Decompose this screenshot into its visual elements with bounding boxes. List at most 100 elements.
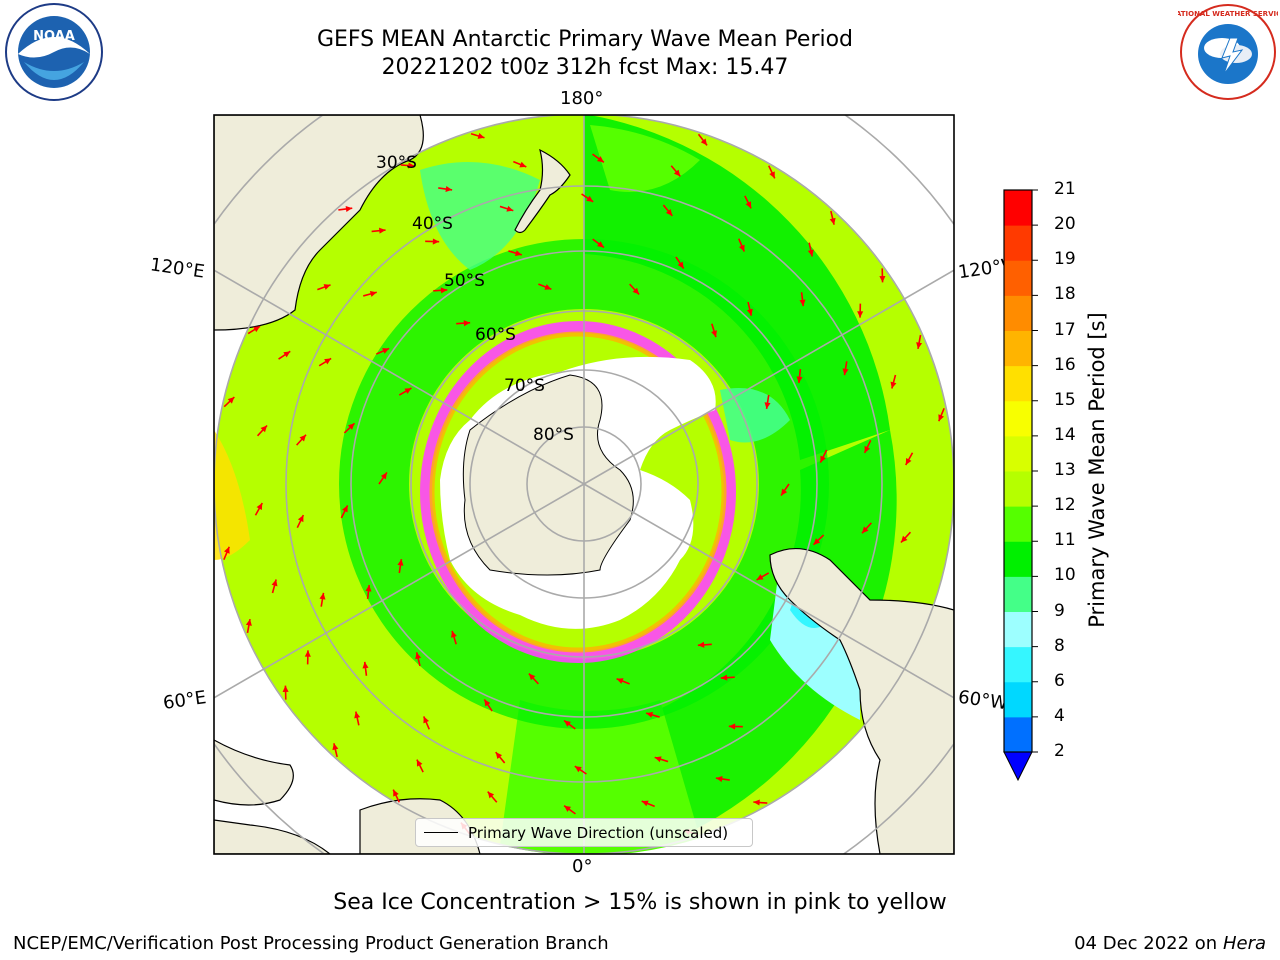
footer-date: 04 Dec 2022 on Hera	[1074, 933, 1266, 954]
meridian-label-0: 0°	[572, 856, 593, 877]
colorbar-segment	[1004, 435, 1032, 472]
colorbar-tick-label: 19	[1054, 249, 1076, 270]
wave-direction-arrowhead	[397, 559, 404, 566]
wave-direction-arrowhead	[345, 205, 353, 212]
nws-logo: NATIONAL WEATHER SERVICE	[1178, 4, 1278, 100]
wave-direction-arrowhead	[597, 241, 604, 248]
wave-direction-arrowhead	[283, 351, 291, 358]
wave-direction-arrowhead	[864, 445, 871, 453]
wave-direction-arrowhead	[796, 376, 803, 384]
wave-direction-arrowhead	[813, 538, 821, 545]
wave-direction-arrowhead	[365, 584, 372, 592]
wave-direction-arrowhead	[260, 425, 268, 433]
wave-direction-arrowhead	[720, 674, 728, 681]
wave-direction-arrowhead	[354, 711, 361, 719]
colorbar-segment	[1004, 576, 1032, 612]
wave-direction-arrowhead	[596, 156, 604, 163]
wave-direction-arrowhead	[728, 723, 736, 730]
wave-direction-arrowhead	[519, 161, 527, 168]
colorbar-tick-label: 6	[1054, 670, 1065, 691]
wave-direction-arrowhead	[807, 249, 814, 257]
colorbar-tick-label: 18	[1054, 284, 1076, 305]
colorbar-tick-label: 11	[1054, 530, 1076, 551]
parallel-label-30s: 30°S	[376, 153, 417, 173]
wave-direction-arrowhead	[416, 759, 423, 767]
wave-direction-arrowhead	[463, 320, 471, 327]
noaa-logo-text: NOAA	[33, 29, 75, 44]
colorbar-tick-label: 15	[1054, 389, 1076, 410]
colorbar-segment	[1004, 541, 1032, 577]
wave-direction-arrowhead	[842, 368, 849, 376]
colorbar-segment	[1004, 716, 1032, 753]
wave-direction-arrowhead	[641, 800, 649, 807]
wave-direction-arrowhead	[574, 766, 582, 773]
wave-direction-arrowhead	[890, 381, 897, 389]
wave-direction-arrowhead	[415, 652, 422, 660]
colorbar-segment	[1004, 295, 1032, 331]
wave-direction-arrowhead	[319, 592, 326, 600]
wave-direction-arrowhead	[506, 205, 514, 212]
parallel-label-40s: 40°S	[412, 214, 453, 234]
wave-direction-arrowhead	[528, 673, 536, 681]
wave-direction-arrowhead	[282, 685, 289, 693]
wave-direction-arrowhead	[916, 342, 923, 349]
wave-direction-arrowhead	[227, 397, 235, 404]
wave-direction-arrowhead	[404, 388, 412, 394]
wave-direction-arrowhead	[332, 743, 339, 751]
colorbar-segment	[1004, 260, 1032, 296]
wave-direction-arrowhead	[445, 186, 453, 193]
wave-direction-arrowhead	[900, 535, 908, 543]
map-frame	[213, 114, 955, 855]
colorbar-tick-label: 12	[1054, 495, 1076, 516]
parallel-label-60s: 60°S	[475, 325, 516, 345]
colorbar-segment	[1004, 646, 1032, 683]
wave-direction-arrowhead	[324, 358, 332, 365]
wave-direction-arrowhead	[753, 799, 760, 806]
map-subtitle: 20221202 t00z 312h fcst Max: 15.47	[381, 55, 789, 80]
wave-direction-arrowhead	[297, 515, 304, 523]
colorbar-under-arrow	[1003, 751, 1033, 782]
wave-direction-arrowhead	[857, 311, 864, 318]
colorbar-label: Primary Wave Mean Period [s]	[1085, 312, 1109, 628]
wave-direction-arrows	[223, 132, 945, 836]
wave-direction-arrowhead	[673, 169, 681, 177]
wave-direction-arrowhead	[564, 805, 572, 812]
wave-direction-arrowhead	[304, 650, 311, 657]
wave-direction-arrowhead	[616, 678, 624, 684]
wave-direction-arrowhead	[393, 789, 399, 797]
wave-direction-arrowhead	[544, 284, 552, 290]
wave-direction-arrowhead	[408, 162, 415, 169]
wave-direction-arrowhead	[862, 526, 869, 534]
wave-direction-arrowhead	[677, 261, 684, 269]
footer-date-text: 04 Dec 2022 on	[1074, 933, 1218, 954]
colorbar-segment	[1004, 225, 1032, 261]
colorbar-tick-label: 21	[1054, 179, 1076, 199]
legend-line-swatch	[424, 832, 458, 833]
colorbar-tick-label: 8	[1054, 635, 1065, 656]
wave-direction-arrowhead	[299, 434, 306, 442]
wave-direction-arrowhead	[256, 503, 263, 511]
wave-direction-arrowhead	[323, 284, 331, 290]
colorbar-tick-label: 9	[1054, 600, 1065, 621]
footer-credit: NCEP/EMC/Verification Post Processing Pr…	[13, 933, 609, 954]
wave-direction-arrowhead	[769, 171, 775, 179]
wave-direction-arrowhead	[879, 275, 886, 283]
wave-direction-arrowhead	[487, 791, 495, 799]
wave-direction-arrowhead	[700, 138, 708, 146]
wave-direction-arrowhead	[564, 720, 571, 727]
parallel-label-70s: 70°S	[504, 376, 545, 396]
wave-direction-arrowhead	[514, 250, 522, 257]
wave-direction-arrowhead	[484, 699, 491, 707]
colorbar-tick-label: 20	[1054, 214, 1076, 235]
wave-direction-arrowhead	[654, 756, 662, 763]
wave-direction-arrowhead	[697, 641, 705, 648]
colorbar-tick-label: 13	[1054, 460, 1076, 480]
wave-direction-arrowhead	[711, 330, 717, 338]
colorbar-segment	[1004, 471, 1032, 507]
wave-direction-arrowhead	[382, 348, 390, 354]
meridian-label-180: 180°	[560, 88, 604, 109]
wave-direction-arrowhead	[495, 752, 503, 759]
colorbar-segment	[1004, 365, 1032, 402]
colorbar-tick-label: 4	[1054, 705, 1065, 726]
wave-direction-arrowhead	[646, 711, 654, 718]
